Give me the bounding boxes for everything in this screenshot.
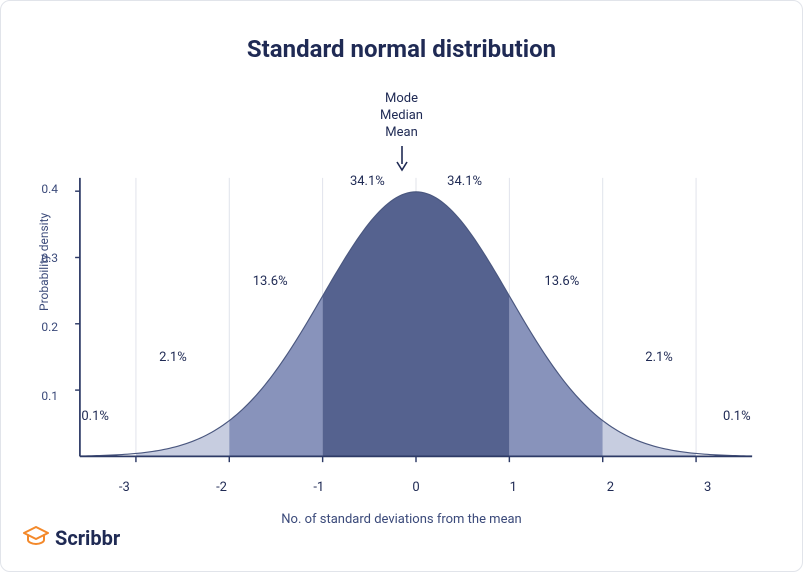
x-tick-label: -2 xyxy=(216,480,227,495)
center-stat-labels: Mode Median Mean xyxy=(1,91,802,142)
x-tick-label: 2 xyxy=(607,480,614,495)
region-percent-label: 0.1% xyxy=(723,409,751,424)
chart-title: Standard normal distribution xyxy=(1,35,802,63)
distribution-svg xyxy=(66,176,766,466)
brand-logo: Scribbr xyxy=(23,525,120,551)
y-tick-label: 0.2 xyxy=(30,320,58,334)
region-percent-label: 13.6% xyxy=(253,274,288,289)
chart-plot xyxy=(66,176,766,466)
region-percent-label: 2.1% xyxy=(645,350,673,365)
mean-label: Mean xyxy=(1,125,802,142)
region-percent-label: 0.1% xyxy=(81,409,109,424)
y-tick-label: 0.3 xyxy=(30,251,58,265)
graduation-cap-icon xyxy=(23,525,49,551)
median-label: Median xyxy=(1,108,802,125)
brand-name: Scribbr xyxy=(55,526,120,550)
chart-card: Standard normal distribution Mode Median… xyxy=(0,0,803,572)
region-percent-label: 13.6% xyxy=(544,274,579,289)
y-tick-label: 0.1 xyxy=(30,389,58,403)
mode-label: Mode xyxy=(1,91,802,108)
x-tick-label: 1 xyxy=(510,480,517,495)
x-tick-label: 0 xyxy=(412,480,419,495)
x-axis-label: No. of standard deviations from the mean xyxy=(1,512,802,527)
region-percent-label: 34.1% xyxy=(350,174,385,189)
y-tick-label: 0.4 xyxy=(30,182,58,196)
x-tick-label: 3 xyxy=(704,480,711,495)
x-tick-label: -3 xyxy=(119,480,130,495)
arrow-down-icon xyxy=(395,146,409,176)
region-percent-label: 34.1% xyxy=(447,174,482,189)
region-percent-label: 2.1% xyxy=(159,350,187,365)
x-tick-label: -1 xyxy=(313,480,324,495)
